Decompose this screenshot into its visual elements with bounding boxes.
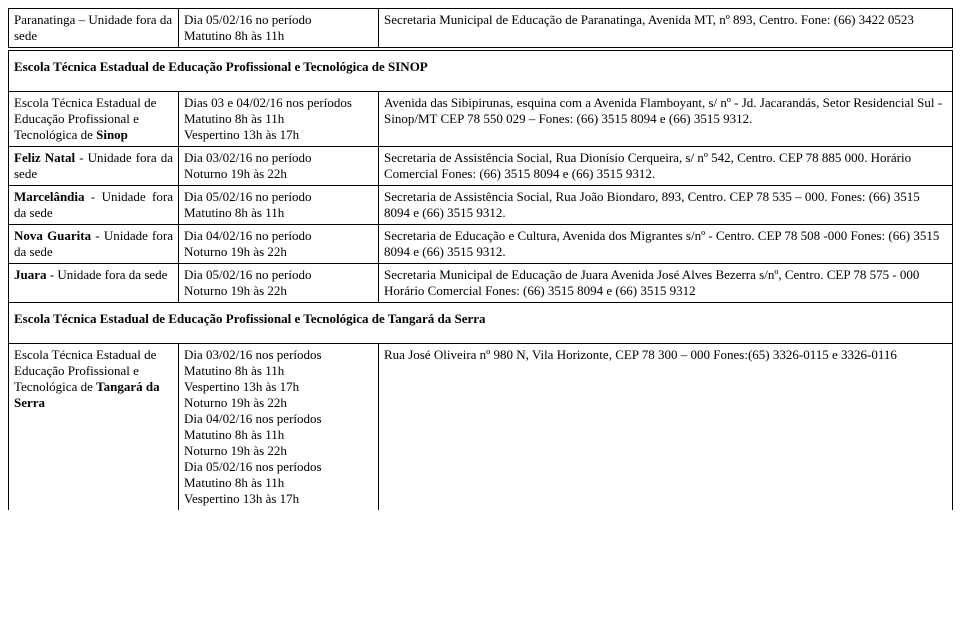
bold-text: Juara <box>14 267 47 282</box>
cell-unit: Escola Técnica Estadual de Educação Prof… <box>9 344 179 511</box>
text: Secretaria Municipal de Educação de Para… <box>384 12 914 27</box>
text: Escola Técnica Estadual de Educação Prof… <box>14 59 428 74</box>
text: Secretaria de Assistência Social, Rua Jo… <box>384 189 920 220</box>
spacer-row <box>9 83 953 92</box>
cell-address: Secretaria de Educação e Cultura, Avenid… <box>379 225 953 264</box>
bold-text: Sinop <box>96 127 128 142</box>
cell-unit: Juara - Unidade fora da sede <box>9 264 179 303</box>
cell-address: Secretaria Municipal de Educação de Para… <box>379 9 953 48</box>
cell-unit: Paranatinga – Unidade fora da sede <box>9 9 179 48</box>
table-row: Escola Técnica Estadual de Educação Prof… <box>9 344 953 511</box>
text: Secretaria de Educação e Cultura, Avenid… <box>384 228 939 259</box>
text: - Unidade fora da sede <box>47 267 168 282</box>
text: Dias 03 e 04/02/16 nos períodos Matutino… <box>184 95 352 142</box>
cell-address: Secretaria de Assistência Social, Rua Di… <box>379 147 953 186</box>
cell-unit: Marcelândia - Unidade fora da sede <box>9 186 179 225</box>
text: Avenida das Sibipirunas, esquina com a A… <box>384 95 942 126</box>
cell-schedule: Dia 03/02/16 nos períodos Matutino 8h às… <box>179 344 379 511</box>
cell-address: Avenida das Sibipirunas, esquina com a A… <box>379 92 953 147</box>
cell-schedule: Dia 04/02/16 no período Noturno 19h às 2… <box>179 225 379 264</box>
bold-text: Feliz Natal <box>14 150 75 165</box>
table-row: Feliz Natal - Unidade fora da sede Dia 0… <box>9 147 953 186</box>
section-header-row: Escola Técnica Estadual de Educação Prof… <box>9 51 953 84</box>
section-sinop-table: Escola Técnica Estadual de Educação Prof… <box>8 50 953 510</box>
section-title: Escola Técnica Estadual de Educação Prof… <box>9 303 953 336</box>
table-row: Escola Técnica Estadual de Educação Prof… <box>9 92 953 147</box>
bold-text: Nova Guarita <box>14 228 91 243</box>
text: Dia 03/02/16 nos períodos Matutino 8h às… <box>184 347 322 506</box>
section-header-row: Escola Técnica Estadual de Educação Prof… <box>9 303 953 336</box>
text: Paranatinga – Unidade fora da sede <box>14 12 172 43</box>
cell-schedule: Dia 05/02/16 no período Matutino 8h às 1… <box>179 186 379 225</box>
text: Rua José Oliveira nº 980 N, Vila Horizon… <box>384 347 897 362</box>
text: Dia 04/02/16 no período Noturno 19h às 2… <box>184 228 311 259</box>
text: Secretaria de Assistência Social, Rua Di… <box>384 150 911 181</box>
text: Dia 05/02/16 no período Noturno 19h às 2… <box>184 267 311 298</box>
table-row: Marcelândia - Unidade fora da sede Dia 0… <box>9 186 953 225</box>
bold-text: Marcelândia <box>14 189 85 204</box>
table-row: Nova Guarita - Unidade fora da sede Dia … <box>9 225 953 264</box>
cell-address: Rua José Oliveira nº 980 N, Vila Horizon… <box>379 344 953 511</box>
text: Escola Técnica Estadual de Educação Prof… <box>14 95 156 142</box>
cell-schedule: Dias 03 e 04/02/16 nos períodos Matutino… <box>179 92 379 147</box>
cell-schedule: Dia 05/02/16 no período Matutino 8h às 1… <box>179 9 379 48</box>
text: Dia 03/02/16 no período Noturno 19h às 2… <box>184 150 311 181</box>
cell-schedule: Dia 05/02/16 no período Noturno 19h às 2… <box>179 264 379 303</box>
cell-unit: Feliz Natal - Unidade fora da sede <box>9 147 179 186</box>
spacer-row <box>9 335 953 344</box>
text: Secretaria Municipal de Educação de Juar… <box>384 267 919 298</box>
cell-unit: Nova Guarita - Unidade fora da sede <box>9 225 179 264</box>
table-row: Juara - Unidade fora da sede Dia 05/02/1… <box>9 264 953 303</box>
cell-schedule: Dia 03/02/16 no período Noturno 19h às 2… <box>179 147 379 186</box>
text: Escola Técnica Estadual de Educação Prof… <box>14 311 486 326</box>
cell-unit: Escola Técnica Estadual de Educação Prof… <box>9 92 179 147</box>
text: Dia 05/02/16 no período Matutino 8h às 1… <box>184 189 311 220</box>
top-row-table: Paranatinga – Unidade fora da sede Dia 0… <box>8 8 953 48</box>
table-row: Paranatinga – Unidade fora da sede Dia 0… <box>9 9 953 48</box>
text: Dia 05/02/16 no período Matutino 8h às 1… <box>184 12 311 43</box>
cell-address: Secretaria Municipal de Educação de Juar… <box>379 264 953 303</box>
section-title: Escola Técnica Estadual de Educação Prof… <box>9 51 953 84</box>
cell-address: Secretaria de Assistência Social, Rua Jo… <box>379 186 953 225</box>
